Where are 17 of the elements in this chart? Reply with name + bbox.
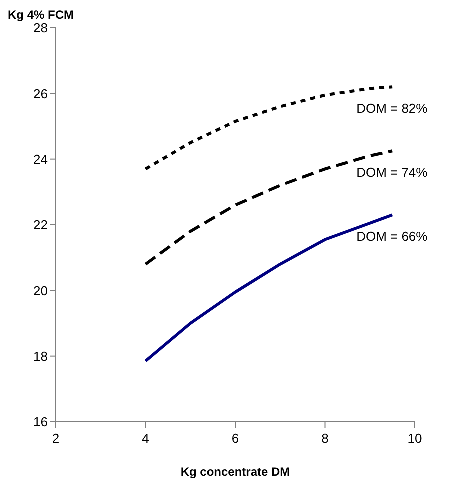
series-label: DOM = 82% [356,101,428,116]
y-tick-label: 24 [34,152,48,167]
series-label: DOM = 66% [356,229,428,244]
x-tick-label: 6 [232,431,240,446]
x-tick-label: 8 [322,431,329,446]
x-tick-label: 4 [142,431,150,446]
y-tick-label: 18 [34,348,48,364]
x-tick-label: 2 [52,431,60,446]
x-axis-title: Kg concentrate DM [180,465,290,479]
y-axis-title: Kg 4% FCM [8,8,74,22]
y-tick-label: 28 [34,20,48,36]
y-tick-label: 16 [34,414,48,430]
series-label: DOM = 74% [356,165,428,180]
x-tick-label: 10 [408,431,422,446]
y-tick-label: 26 [34,86,48,102]
y-tick-label: 22 [34,218,48,233]
y-tick-label: 20 [34,283,48,298]
